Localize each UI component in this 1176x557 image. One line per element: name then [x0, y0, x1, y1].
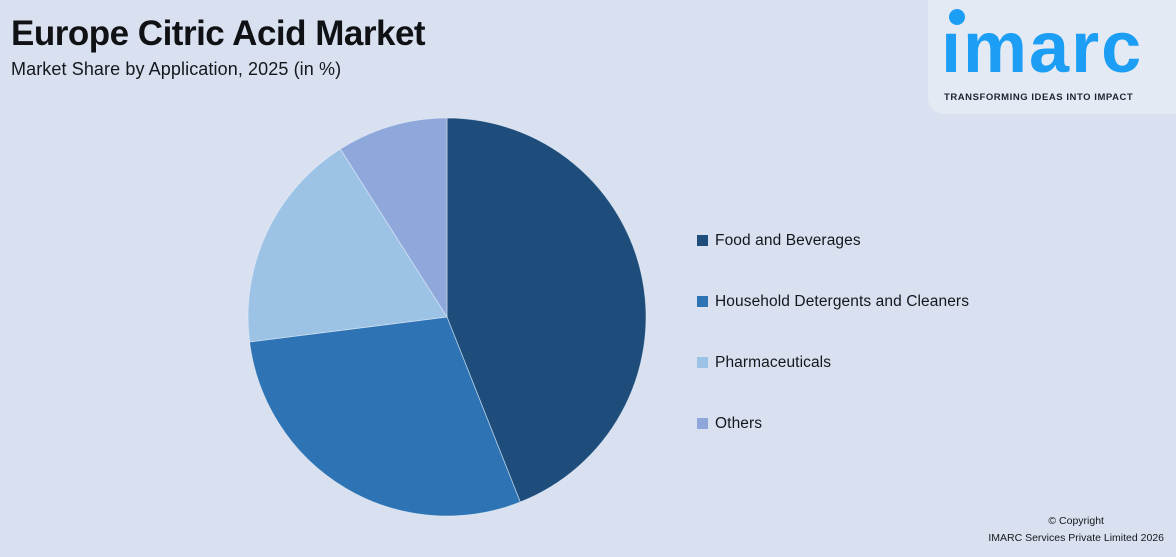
- pie-chart: [247, 117, 647, 517]
- logo-background-plate: [928, 0, 1176, 114]
- pie-slice-2: [247, 148, 448, 343]
- legend-swatch-icon: [697, 296, 708, 307]
- page-subtitle: Market Share by Application, 2025 (in %): [11, 59, 342, 80]
- legend-label: Others: [715, 414, 763, 432]
- imarc-logo: ımarc TRANSFORMING IDEAS INTO IMPACT: [928, 0, 1176, 114]
- legend-item-food-and-beverages: Food and Beverages: [697, 232, 969, 249]
- legend: Food and Beverages Household Detergents …: [697, 232, 969, 476]
- legend-item-household-detergents-and-cleaners: Household Detergents and Cleaners: [697, 293, 969, 310]
- copyright-line-1: © Copyright: [1048, 515, 1104, 527]
- legend-label: Household Detergents and Cleaners: [715, 292, 970, 310]
- legend-label: Pharmaceuticals: [715, 353, 832, 371]
- imarc-logo-wordmark: ımarc: [941, 8, 1144, 88]
- pie-chart-svg: [247, 117, 647, 517]
- legend-swatch-icon: [697, 418, 708, 429]
- legend-swatch-icon: [697, 357, 708, 368]
- legend-item-others: Others: [697, 415, 969, 432]
- legend-swatch-icon: [697, 235, 708, 246]
- pie-slice-3: [339, 117, 448, 319]
- legend-item-pharmaceuticals: Pharmaceuticals: [697, 354, 969, 371]
- pie-slice-1: [249, 316, 521, 517]
- header: Europe Citric Acid Market Market Share b…: [11, 14, 426, 80]
- pie-slice-0: [446, 117, 647, 503]
- page-title: Europe Citric Acid Market: [11, 14, 426, 53]
- copyright-line-2: IMARC Services Private Limited 2026: [988, 532, 1164, 544]
- imarc-logo-tagline: TRANSFORMING IDEAS INTO IMPACT: [944, 92, 1134, 103]
- imarc-logo-dot-icon: [949, 9, 965, 25]
- legend-label: Food and Beverages: [715, 231, 861, 249]
- copyright-notice: © Copyright IMARC Services Private Limit…: [988, 513, 1164, 547]
